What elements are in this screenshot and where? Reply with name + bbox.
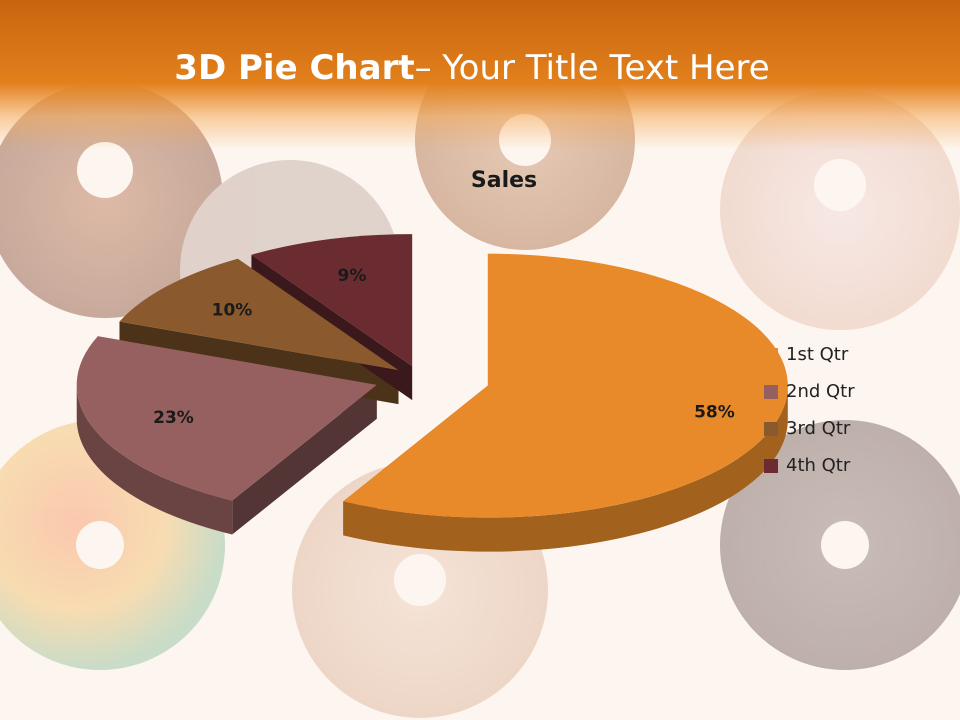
legend-item: 4th Qtr [764,447,855,484]
pie-slice-3 [119,258,399,371]
legend-label: 3rd Qtr [786,418,851,439]
pie-slice-4 [251,234,413,367]
legend-swatch [764,347,778,362]
data-label-1: 58% [694,402,735,422]
legend-swatch [764,458,778,473]
slide-title-rest: – Your Title Text Here [414,48,770,88]
legend-swatch [764,384,778,399]
pie-slice-1 [343,253,788,518]
slide-title-bold: 3D Pie Chart [174,48,415,88]
chart-legend: 1st Qtr 2nd Qtr 3rd Qtr 4th Qtr [764,336,855,484]
legend-item: 3rd Qtr [764,410,855,447]
data-label-4: 9% [337,266,366,286]
title-bar [0,0,960,150]
legend-item: 2nd Qtr [764,373,855,410]
legend-label: 1st Qtr [786,344,849,365]
chart-title: Sales [470,168,538,193]
pie-slice-rim-2 [76,384,233,535]
pie-slice-wall-2-1 [232,384,377,535]
legend-label: 2nd Qtr [786,381,855,402]
pie-slice-2 [76,336,377,501]
slide-title: 3D Pie Chart– Your Title Text Here [0,48,944,88]
pie-slice-rim-1 [343,385,788,552]
data-label-3: 10% [212,301,253,321]
data-label-2: 23% [153,408,194,428]
legend-swatch [764,421,778,436]
legend-item: 1st Qtr [764,336,855,373]
legend-label: 4th Qtr [786,455,851,476]
